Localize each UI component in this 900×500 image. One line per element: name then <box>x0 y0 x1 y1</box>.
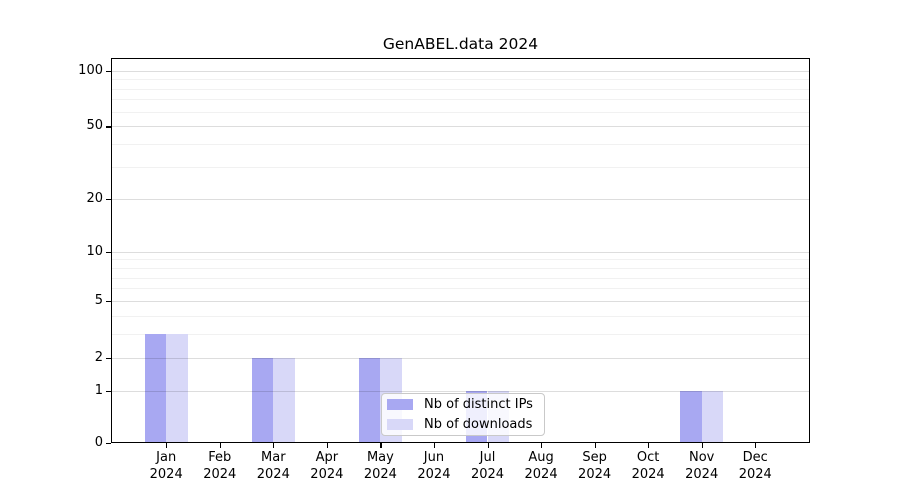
y-tick-label: 5 <box>94 293 103 308</box>
x-tick-mark <box>273 443 275 448</box>
x-tick-mark <box>433 443 436 448</box>
y-tick-mark <box>106 251 111 253</box>
y-tick-label: 20 <box>86 190 103 206</box>
x-tick-label: Mar 2024 <box>256 450 290 482</box>
major-gridline <box>112 301 809 302</box>
minor-gridline <box>112 99 809 101</box>
minor-gridline <box>112 167 809 169</box>
minor-gridline <box>112 111 809 113</box>
major-gridline <box>112 126 809 128</box>
y-tick-mark <box>106 198 111 200</box>
x-tick-label: Dec 2024 <box>738 450 772 482</box>
x-tick-label: Jun 2024 <box>417 450 451 482</box>
y-tick-mark <box>106 126 111 128</box>
legend-swatch-distinct-ips <box>387 399 413 411</box>
chart-legend: Nb of distinct IPs Nb of downloads <box>381 393 545 436</box>
x-tick-mark <box>380 443 382 448</box>
major-gridline <box>112 357 809 359</box>
minor-gridline <box>112 315 809 317</box>
bar-nov-distinct-ips <box>680 390 702 443</box>
y-tick-label: 100 <box>78 62 103 78</box>
x-tick-label: Oct 2024 <box>631 450 665 482</box>
minor-gridline <box>112 88 809 90</box>
chart-title: GenABEL.data 2024 <box>382 35 539 53</box>
x-tick-label: Feb 2024 <box>203 450 237 482</box>
minor-gridline <box>112 334 809 336</box>
bar-mar-downloads <box>273 357 295 443</box>
major-gridline <box>112 251 809 253</box>
x-tick-mark <box>755 443 757 448</box>
minor-gridline <box>112 267 809 269</box>
major-gridline <box>112 70 809 72</box>
y-tick-label: 2 <box>94 349 103 365</box>
y-tick-label: 0 <box>94 435 103 450</box>
x-tick-label: Apr 2024 <box>310 450 344 482</box>
x-tick-mark <box>701 443 703 448</box>
x-tick-label: Jul 2024 <box>470 450 505 482</box>
plot-area-border <box>111 58 810 443</box>
y-tick-label: 1 <box>94 382 103 398</box>
minor-gridline <box>112 259 809 261</box>
y-tick-mark <box>106 443 111 445</box>
legend-label-downloads: Nb of downloads <box>424 416 533 432</box>
legend-swatch-downloads <box>387 418 413 430</box>
x-tick-mark <box>648 443 650 448</box>
x-tick-mark <box>166 443 168 448</box>
x-tick-mark <box>541 443 543 448</box>
minor-gridline <box>112 79 809 81</box>
x-tick-mark <box>594 443 596 448</box>
x-tick-label: Jan 2024 <box>149 450 183 482</box>
y-tick-mark <box>106 70 111 72</box>
x-tick-mark <box>487 443 489 448</box>
x-tick-label: May 2024 <box>363 450 397 482</box>
x-tick-label: Sep 2024 <box>578 450 612 482</box>
bar-mar-distinct-ips <box>251 357 274 443</box>
y-tick-mark <box>106 357 111 359</box>
bar-jan-downloads <box>166 334 188 443</box>
x-tick-label: Aug 2024 <box>524 450 558 482</box>
minor-gridline <box>112 277 809 279</box>
y-tick-label: 50 <box>86 118 103 134</box>
bar-nov-downloads <box>701 390 724 443</box>
bar-jan-distinct-ips <box>144 334 167 443</box>
y-tick-mark <box>106 301 111 303</box>
minor-gridline <box>112 144 809 146</box>
minor-gridline <box>112 288 809 290</box>
major-gridline <box>112 198 809 200</box>
x-tick-mark <box>219 443 221 448</box>
x-tick-label: Nov 2024 <box>685 450 719 482</box>
legend-label-distinct-ips: Nb of distinct IPs <box>424 397 533 413</box>
legend-entry-distinct-ips: Nb of distinct IPs <box>382 396 544 413</box>
y-tick-label: 10 <box>86 243 103 259</box>
bar-may-distinct-ips <box>359 357 381 443</box>
y-tick-mark <box>106 390 111 392</box>
x-tick-mark <box>326 443 329 448</box>
legend-entry-downloads: Nb of downloads <box>382 416 544 433</box>
